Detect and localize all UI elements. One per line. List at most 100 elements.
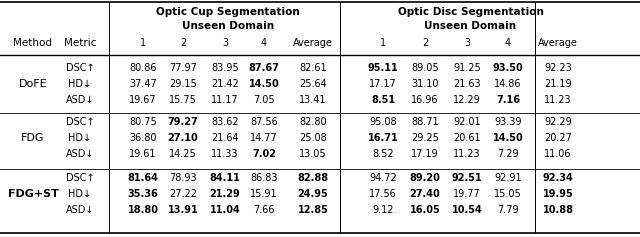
Text: 19.77: 19.77 (453, 189, 481, 199)
Text: Unseen Domain: Unseen Domain (424, 21, 516, 31)
Text: 11.17: 11.17 (211, 95, 239, 105)
Text: HD↓: HD↓ (68, 133, 92, 143)
Text: 16.71: 16.71 (367, 133, 398, 143)
Text: 92.34: 92.34 (543, 173, 573, 183)
Text: 4: 4 (505, 38, 511, 48)
Text: 88.71: 88.71 (411, 117, 439, 127)
Text: 19.95: 19.95 (543, 189, 573, 199)
Text: 15.05: 15.05 (494, 189, 522, 199)
Text: 84.11: 84.11 (209, 173, 241, 183)
Text: 11.04: 11.04 (210, 205, 241, 215)
Text: 29.25: 29.25 (411, 133, 439, 143)
Text: 14.25: 14.25 (169, 149, 197, 159)
Text: DoFE: DoFE (19, 79, 47, 89)
Text: 11.23: 11.23 (453, 149, 481, 159)
Text: 8.52: 8.52 (372, 149, 394, 159)
Text: 8.51: 8.51 (371, 95, 395, 105)
Text: Average: Average (293, 38, 333, 48)
Text: 82.80: 82.80 (299, 117, 327, 127)
Text: ASD↓: ASD↓ (66, 205, 94, 215)
Text: 21.19: 21.19 (544, 79, 572, 89)
Text: 25.08: 25.08 (299, 133, 327, 143)
Text: ASD↓: ASD↓ (66, 95, 94, 105)
Text: 7.16: 7.16 (496, 95, 520, 105)
Text: 92.51: 92.51 (452, 173, 483, 183)
Text: 24.95: 24.95 (298, 189, 328, 199)
Text: 21.29: 21.29 (210, 189, 241, 199)
Text: Metric: Metric (64, 38, 96, 48)
Text: 82.61: 82.61 (299, 63, 327, 73)
Text: 27.22: 27.22 (169, 189, 197, 199)
Text: FDG: FDG (21, 133, 45, 143)
Text: 13.05: 13.05 (299, 149, 327, 159)
Text: 27.10: 27.10 (168, 133, 198, 143)
Text: 12.85: 12.85 (298, 205, 328, 215)
Text: 15.91: 15.91 (250, 189, 278, 199)
Text: Average: Average (538, 38, 578, 48)
Text: 18.80: 18.80 (127, 205, 159, 215)
Text: 80.86: 80.86 (129, 63, 157, 73)
Text: 2: 2 (180, 38, 186, 48)
Text: 92.01: 92.01 (453, 117, 481, 127)
Text: Optic Cup Segmentation: Optic Cup Segmentation (156, 7, 300, 17)
Text: 92.91: 92.91 (494, 173, 522, 183)
Text: 94.72: 94.72 (369, 173, 397, 183)
Text: FDG+ST: FDG+ST (8, 189, 58, 199)
Text: 11.33: 11.33 (211, 149, 239, 159)
Text: Method: Method (13, 38, 52, 48)
Text: 7.02: 7.02 (252, 149, 276, 159)
Text: 7.79: 7.79 (497, 205, 519, 215)
Text: 81.64: 81.64 (127, 173, 159, 183)
Text: 21.63: 21.63 (453, 79, 481, 89)
Text: 16.05: 16.05 (410, 205, 440, 215)
Text: 20.61: 20.61 (453, 133, 481, 143)
Text: 9.12: 9.12 (372, 205, 394, 215)
Text: DSC↑: DSC↑ (66, 173, 94, 183)
Text: 17.56: 17.56 (369, 189, 397, 199)
Text: 95.08: 95.08 (369, 117, 397, 127)
Text: 10.54: 10.54 (452, 205, 483, 215)
Text: 14.50: 14.50 (493, 133, 524, 143)
Text: 78.93: 78.93 (169, 173, 197, 183)
Text: 31.10: 31.10 (412, 79, 439, 89)
Text: 11.23: 11.23 (544, 95, 572, 105)
Text: 7.66: 7.66 (253, 205, 275, 215)
Text: 1: 1 (380, 38, 386, 48)
Text: DSC↑: DSC↑ (66, 63, 94, 73)
Text: 37.47: 37.47 (129, 79, 157, 89)
Text: 91.25: 91.25 (453, 63, 481, 73)
Text: Optic Disc Segmentation: Optic Disc Segmentation (397, 7, 543, 17)
Text: 25.64: 25.64 (299, 79, 327, 89)
Text: HD↓: HD↓ (68, 189, 92, 199)
Text: 3: 3 (464, 38, 470, 48)
Text: 95.11: 95.11 (367, 63, 398, 73)
Text: 93.50: 93.50 (493, 63, 524, 73)
Text: 7.05: 7.05 (253, 95, 275, 105)
Text: 13.91: 13.91 (168, 205, 198, 215)
Text: 87.56: 87.56 (250, 117, 278, 127)
Text: 21.42: 21.42 (211, 79, 239, 89)
Text: 36.80: 36.80 (129, 133, 157, 143)
Text: 27.40: 27.40 (410, 189, 440, 199)
Text: ASD↓: ASD↓ (66, 149, 94, 159)
Text: 3: 3 (222, 38, 228, 48)
Text: 21.64: 21.64 (211, 133, 239, 143)
Text: 17.19: 17.19 (411, 149, 439, 159)
Text: 87.67: 87.67 (248, 63, 280, 73)
Text: 80.75: 80.75 (129, 117, 157, 127)
Text: 16.96: 16.96 (412, 95, 439, 105)
Text: 13.41: 13.41 (300, 95, 327, 105)
Text: 17.17: 17.17 (369, 79, 397, 89)
Text: 89.05: 89.05 (411, 63, 439, 73)
Text: 7.29: 7.29 (497, 149, 519, 159)
Text: 93.39: 93.39 (494, 117, 522, 127)
Text: Unseen Domain: Unseen Domain (182, 21, 274, 31)
Text: 20.27: 20.27 (544, 133, 572, 143)
Text: 83.62: 83.62 (211, 117, 239, 127)
Text: DSC↑: DSC↑ (66, 117, 94, 127)
Text: 92.23: 92.23 (544, 63, 572, 73)
Text: 15.75: 15.75 (169, 95, 197, 105)
Text: 89.20: 89.20 (410, 173, 440, 183)
Text: 35.36: 35.36 (127, 189, 158, 199)
Text: 77.97: 77.97 (169, 63, 197, 73)
